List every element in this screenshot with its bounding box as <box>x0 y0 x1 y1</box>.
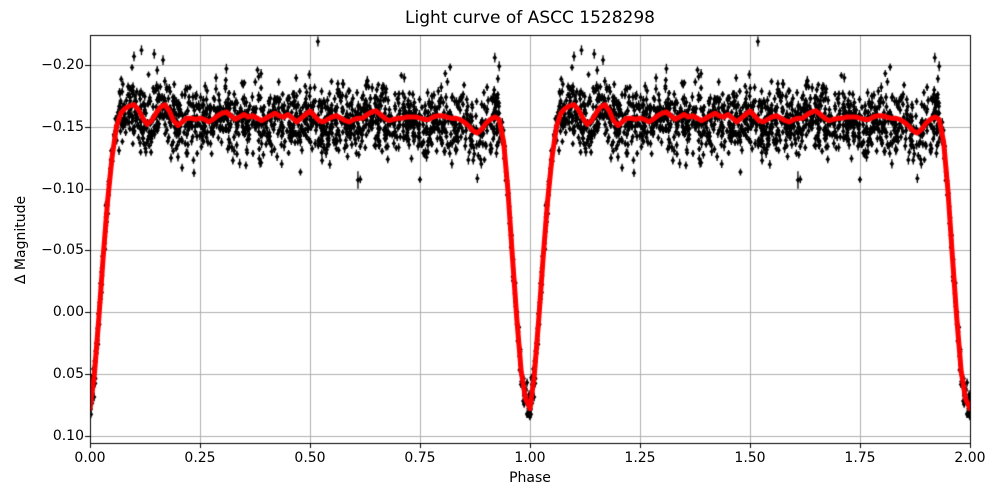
x-tick-label: 0.50 <box>294 450 326 466</box>
y-axis-label: Δ Magnitude <box>13 195 29 285</box>
x-tick-label: 1.00 <box>514 450 546 466</box>
y-tick-label: −0.20 <box>41 57 84 74</box>
x-tick-label: 1.50 <box>734 450 766 466</box>
x-axis-label: Phase <box>509 470 551 486</box>
y-tick-label: 0.00 <box>52 304 84 321</box>
x-tick-label: 0.25 <box>184 450 216 466</box>
y-tick-label: 0.05 <box>52 366 84 383</box>
y-tick-label: −0.05 <box>41 242 84 259</box>
x-tick-label: 2.00 <box>954 450 986 466</box>
x-tick-label: 0.00 <box>74 450 106 466</box>
x-tick-label: 0.75 <box>404 450 436 466</box>
x-tick-label: 1.25 <box>624 450 656 466</box>
x-tick-label: 1.75 <box>844 450 876 466</box>
chart-title: Light curve of ASCC 1528298 <box>405 8 655 28</box>
y-tick-label: 0.10 <box>52 427 84 444</box>
y-tick-label: −0.15 <box>41 118 84 135</box>
y-tick-label: −0.10 <box>41 180 84 197</box>
